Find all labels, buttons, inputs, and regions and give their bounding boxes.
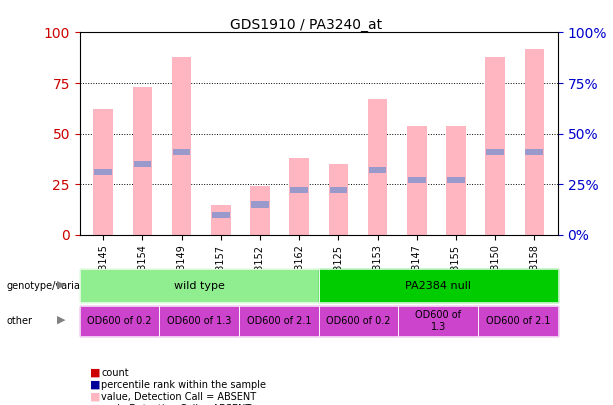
Bar [172,57,191,235]
Bar [132,87,152,235]
Bar [407,126,427,235]
Text: GDS1910 / PA3240_at: GDS1910 / PA3240_at [230,18,383,32]
Text: genotype/variation: genotype/variation [6,281,99,290]
Bar [447,177,465,183]
Text: ■: ■ [89,404,101,405]
Text: rank, Detection Call = ABSENT: rank, Detection Call = ABSENT [101,404,251,405]
Bar [486,149,504,155]
Bar [250,186,270,235]
Bar [369,167,386,173]
Text: wild type: wild type [174,281,224,290]
Text: value, Detection Call = ABSENT: value, Detection Call = ABSENT [101,392,256,402]
Bar [173,149,191,155]
Text: OD600 of 0.2: OD600 of 0.2 [326,316,391,326]
Text: OD600 of 1.3: OD600 of 1.3 [167,316,232,326]
Bar [330,188,347,194]
Text: ■: ■ [89,380,101,390]
Text: OD600 of 2.1: OD600 of 2.1 [485,316,550,326]
Bar [291,188,308,194]
Text: count: count [101,368,129,377]
Text: percentile rank within the sample: percentile rank within the sample [101,380,266,390]
Bar [368,99,387,235]
Bar [525,149,543,155]
Text: other: other [6,316,32,326]
Text: PA2384 null: PA2384 null [405,281,471,290]
Bar [212,211,230,218]
Bar [94,169,112,175]
Text: OD600 of 2.1: OD600 of 2.1 [246,316,311,326]
Bar [485,57,505,235]
Bar [408,177,425,183]
Text: ▶: ▶ [57,315,66,325]
Text: ▶: ▶ [57,279,66,289]
Bar [525,49,544,235]
Bar [329,164,348,235]
Text: ■: ■ [89,368,101,377]
Text: OD600 of 0.2: OD600 of 0.2 [87,316,152,326]
Bar [289,158,309,235]
Bar [251,202,268,207]
Text: ■: ■ [89,392,101,402]
Text: OD600 of
1.3: OD600 of 1.3 [415,310,462,332]
Bar [446,126,466,235]
Bar [93,109,113,235]
Bar [134,161,151,167]
Bar [211,205,230,235]
